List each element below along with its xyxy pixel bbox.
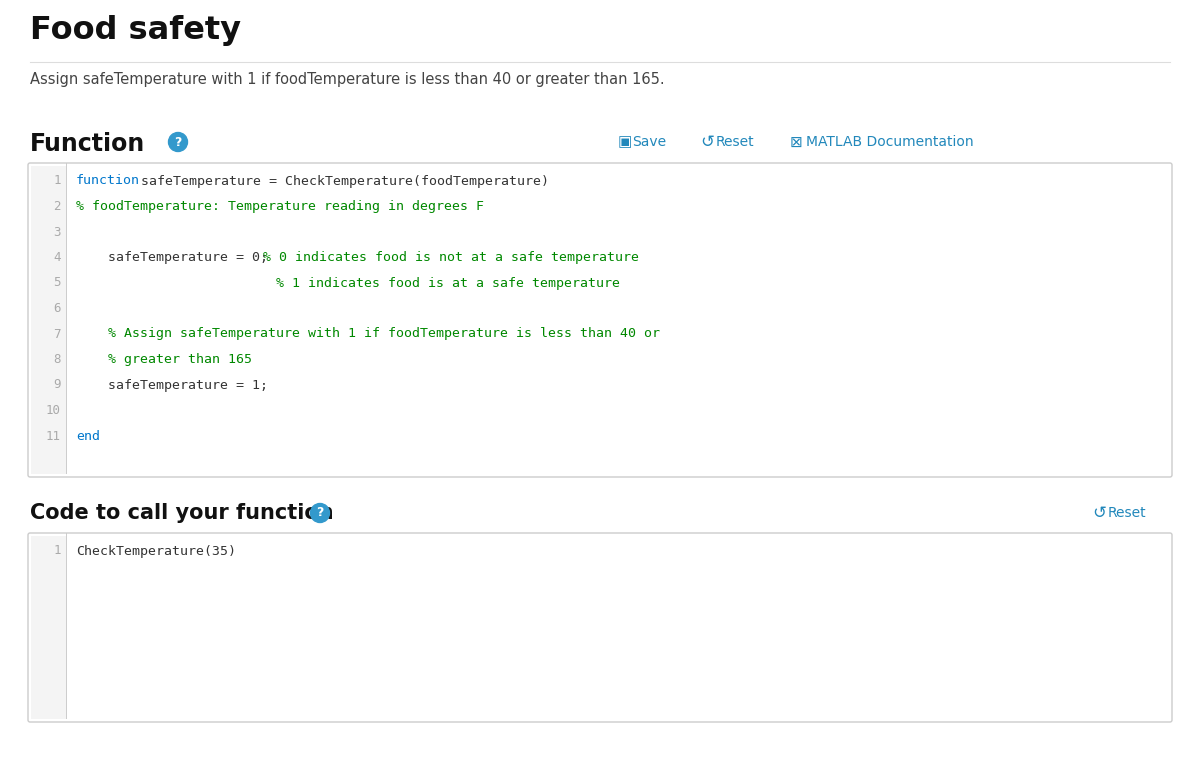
- Text: 4: 4: [54, 251, 61, 264]
- Text: Assign safeTemperature with 1 if foodTemperature is less than 40 or greater than: Assign safeTemperature with 1 if foodTem…: [30, 72, 665, 87]
- Text: ▣: ▣: [618, 135, 632, 149]
- Text: ↺: ↺: [700, 133, 714, 151]
- Text: % 1 indicates food is at a safe temperature: % 1 indicates food is at a safe temperat…: [76, 276, 620, 290]
- Text: ⊠: ⊠: [790, 135, 803, 149]
- Text: 1: 1: [54, 544, 61, 557]
- Text: Code to call your function: Code to call your function: [30, 503, 334, 523]
- Text: 9: 9: [54, 379, 61, 391]
- Text: % Assign safeTemperature with 1 if foodTemperature is less than 40 or: % Assign safeTemperature with 1 if foodT…: [76, 327, 660, 340]
- Text: % 0 indicates food is not at a safe temperature: % 0 indicates food is not at a safe temp…: [263, 251, 638, 264]
- Text: safeTemperature = CheckTemperature(foodTemperature): safeTemperature = CheckTemperature(foodT…: [133, 175, 550, 188]
- Text: Food safety: Food safety: [30, 15, 241, 46]
- Text: 1: 1: [54, 175, 61, 188]
- Text: CheckTemperature(35): CheckTemperature(35): [76, 544, 236, 557]
- Text: Save: Save: [632, 135, 666, 149]
- Text: 8: 8: [54, 353, 61, 366]
- Text: Function: Function: [30, 132, 145, 156]
- Text: % greater than 165: % greater than 165: [76, 353, 252, 366]
- Text: 5: 5: [54, 276, 61, 290]
- Text: ?: ?: [174, 136, 181, 149]
- Text: MATLAB Documentation: MATLAB Documentation: [806, 135, 973, 149]
- FancyBboxPatch shape: [28, 163, 1172, 477]
- Text: Reset: Reset: [716, 135, 755, 149]
- Text: safeTemperature = 1;: safeTemperature = 1;: [76, 379, 268, 391]
- Text: 11: 11: [46, 430, 61, 443]
- Text: % foodTemperature: Temperature reading in degrees F: % foodTemperature: Temperature reading i…: [76, 200, 484, 213]
- Circle shape: [168, 132, 187, 152]
- Text: safeTemperature = 0;: safeTemperature = 0;: [76, 251, 284, 264]
- Bar: [31, 536, 67, 719]
- Text: 2: 2: [54, 200, 61, 213]
- Text: 6: 6: [54, 302, 61, 315]
- FancyBboxPatch shape: [28, 533, 1172, 722]
- Text: 7: 7: [54, 327, 61, 340]
- Text: Reset: Reset: [1108, 506, 1147, 520]
- Bar: [31, 166, 67, 474]
- Text: 10: 10: [46, 404, 61, 417]
- Text: end: end: [76, 430, 100, 443]
- Text: function: function: [76, 175, 140, 188]
- Circle shape: [311, 504, 330, 523]
- Text: ↺: ↺: [1092, 504, 1106, 522]
- Text: 3: 3: [54, 226, 61, 239]
- Text: ?: ?: [317, 507, 324, 520]
